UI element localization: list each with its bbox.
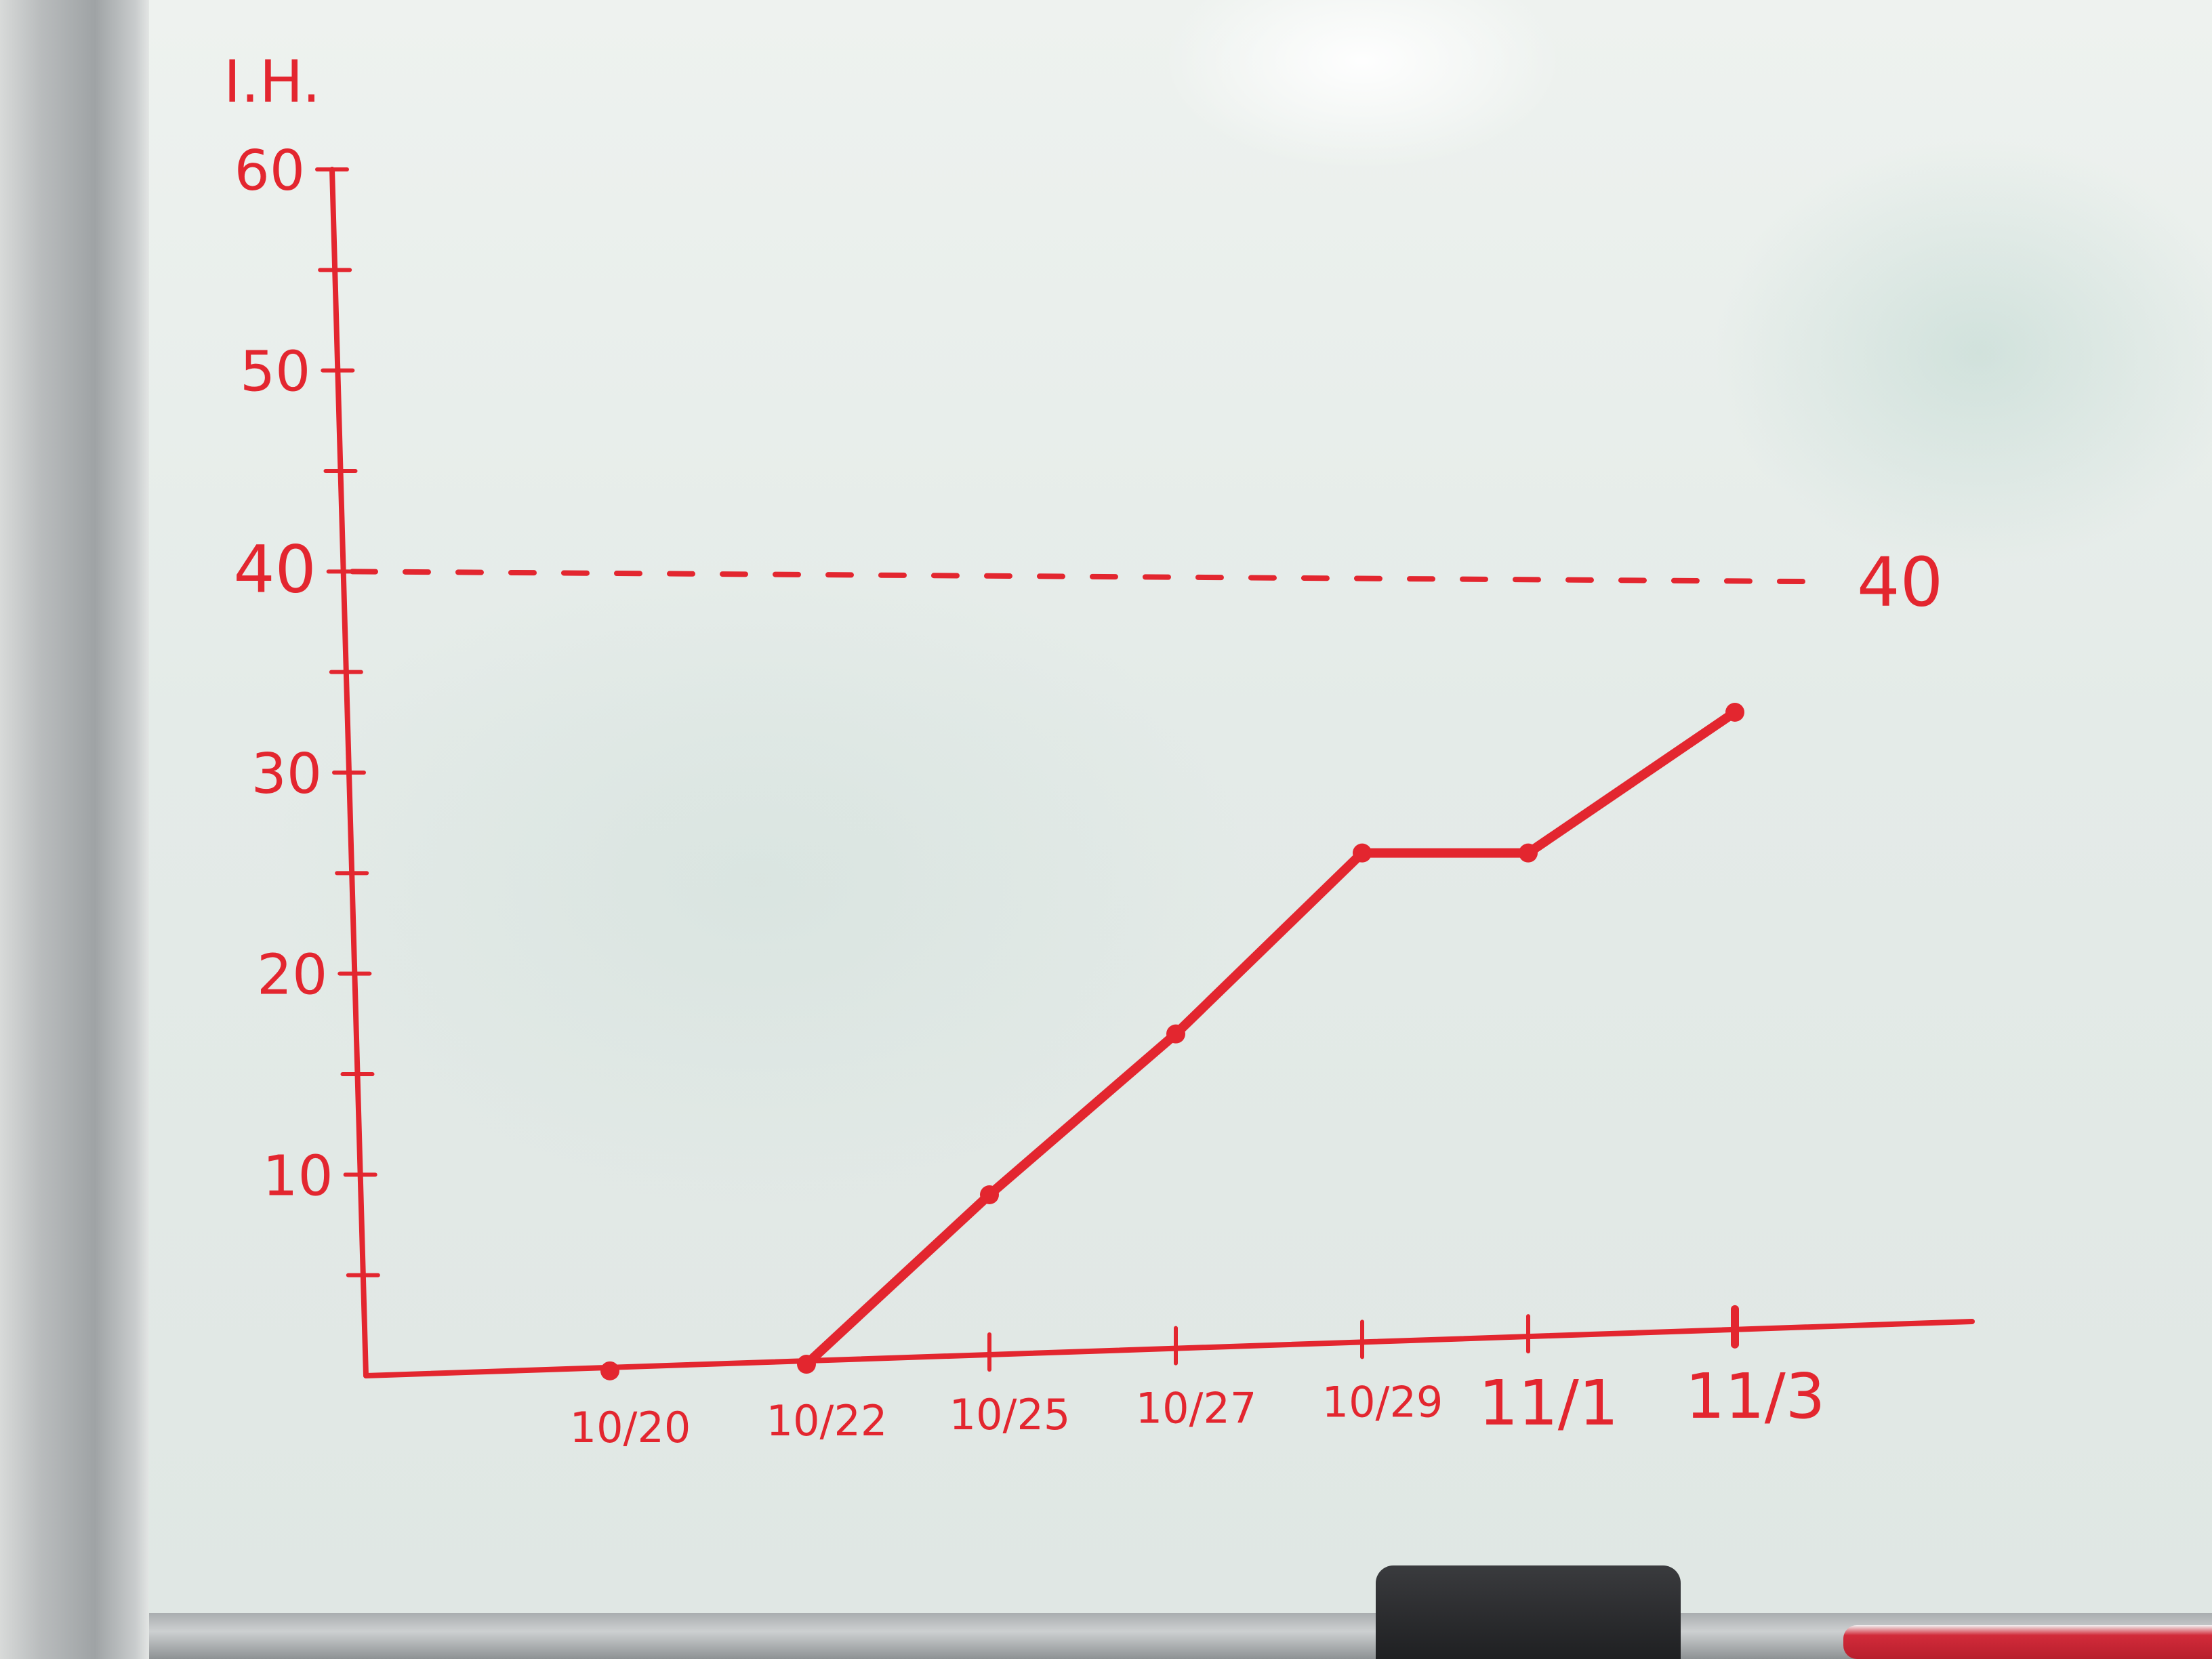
- y-tick-label: 40: [234, 531, 316, 607]
- tick-marks: [315, 167, 1739, 1372]
- y-tick-label: 20: [257, 943, 327, 1008]
- x-tick-label: 11/3: [1685, 1360, 1826, 1433]
- x-tick-label: 10/20: [570, 1403, 691, 1452]
- labels: 10 20 30 40 50 60 I.H. 10/20 10/22 10/25 10/27 10/2…: [224, 48, 1943, 1452]
- data-point: [1725, 703, 1744, 722]
- axes: [316, 167, 1975, 1378]
- data-point: [1353, 843, 1372, 863]
- whiteboard-surface: [149, 0, 2212, 1613]
- data-point: [797, 1355, 816, 1374]
- x-tick-label: 11/1: [1479, 1367, 1619, 1439]
- data-point: [1519, 843, 1538, 863]
- reference-line-group: [350, 569, 1832, 585]
- data-point: [600, 1361, 619, 1380]
- y-tick-label: 10: [262, 1144, 333, 1208]
- reference-line-label: 40: [1857, 542, 1943, 621]
- y-tick-label: 50: [240, 340, 310, 405]
- data-point: [1166, 1024, 1185, 1044]
- marker: [1843, 1625, 2212, 1659]
- x-tick-label: 10/29: [1322, 1377, 1443, 1427]
- data-point: [980, 1185, 999, 1204]
- x-axis-line: [363, 1319, 1975, 1378]
- y-tick-label: 60: [234, 139, 305, 203]
- y-tick-label: 30: [251, 742, 322, 806]
- series-line: [802, 708, 1740, 1370]
- x-tick-label: 10/27: [1136, 1384, 1257, 1433]
- x-tick-label: 10/25: [949, 1390, 1071, 1439]
- series-group: [600, 703, 1744, 1380]
- eraser: [1376, 1565, 1681, 1659]
- x-tick-label: 10/22: [766, 1396, 888, 1446]
- reference-line: [350, 569, 1832, 585]
- y-axis-label: I.H.: [224, 48, 321, 116]
